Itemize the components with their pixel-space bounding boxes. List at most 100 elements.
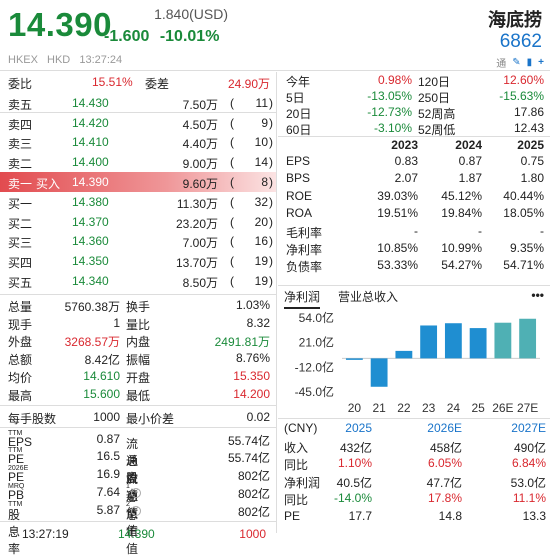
performance-label: 120日 (418, 75, 451, 89)
order-book-row[interactable]: 买三 14.360 7.00万 (16) (0, 231, 276, 251)
performance-label: 52周高 (418, 107, 456, 121)
performance-row: 今年 0.98% 120日 12.60% (278, 72, 550, 89)
bar[interactable] (444, 323, 462, 359)
valuation-value: 802亿 (237, 469, 270, 484)
financial-value: 53.33% (377, 258, 418, 273)
level-price: 14.410 (72, 135, 109, 150)
level-price: 14.370 (72, 214, 109, 229)
order-book-row[interactable]: 卖三 14.410 4.40万 (10) (0, 132, 276, 152)
note-icon[interactable]: ▮ (526, 57, 533, 68)
diff-value: 24.90万 (227, 77, 270, 91)
x-tick-label: 23 (422, 401, 436, 415)
tab-net-profit[interactable]: 净利润 (284, 288, 321, 309)
valuation-value: 802亿 (237, 504, 270, 519)
chart-tabs: 净利润 营业总收入 ••• (278, 286, 550, 309)
ratio-value: 15.51% (92, 75, 133, 89)
level-volume: 11.30万 (176, 196, 218, 211)
bar[interactable] (345, 358, 363, 360)
lot-value: 1000 (93, 409, 120, 424)
level-count: 19 (254, 273, 268, 288)
paren-open: ( (230, 174, 234, 189)
order-book-row[interactable]: 卖一 买入 14.390 9.60万 (8) (0, 171, 276, 192)
level-label: 买五 (8, 275, 33, 290)
bar[interactable] (395, 350, 413, 359)
valuation-value: 55.74亿 (227, 433, 270, 448)
stat-label: 振幅 (126, 353, 151, 368)
stat-value: 8.76% (235, 351, 270, 366)
order-book-row[interactable]: 卖二 14.400 9.00万 (14) (0, 152, 276, 172)
order-book-row[interactable]: 买二 14.370 23.20万 (20) (0, 212, 276, 232)
market-meta: HKEX HKD 13:27:24 (8, 54, 122, 66)
yuan-icon[interactable]: ¥ (130, 487, 141, 498)
tab-revenue[interactable]: 营业总收入 (338, 290, 399, 304)
financial-value: 10.85% (377, 240, 418, 255)
stat-label: 最低 (126, 388, 151, 403)
valuation-row: EPS TTM 0.87 流通盘 55.74亿 (0, 430, 276, 485)
stock-name: 海底捞 (488, 10, 542, 30)
bar[interactable] (420, 325, 438, 359)
financial-label: 净利率 (286, 242, 323, 257)
level-price: 14.360 (72, 234, 109, 249)
connect-label[interactable]: 通 (496, 59, 507, 70)
financial-row: ROA 19.51% 19.84% 18.05% (278, 205, 550, 222)
stat-value: 3268.57万 (64, 335, 120, 350)
paren-close: ) (269, 115, 273, 130)
net-profit-chart: 54.0亿 21.0亿 -12.0亿 -45.0亿 20 21 22 23 24 25 26E 27E (295, 310, 540, 415)
stat-row: 现手 1 量比 8.32 (0, 314, 276, 332)
performance-row: 60日 -3.10% 52周低 12.43 (278, 120, 550, 137)
forecast-value: 1.10% (337, 456, 372, 471)
forecast-label: 收入 (284, 440, 309, 455)
currency-label: HKD (47, 54, 71, 66)
forecast-label: 同比 (284, 493, 309, 508)
forecast-value: -14.0% (333, 491, 372, 506)
valuation-row: PB MRQ 7.64 总市值 1 ¥ 802亿 (0, 483, 276, 538)
forecast-value: 432亿 (339, 440, 372, 455)
bar[interactable] (370, 358, 388, 387)
add-icon[interactable]: + (538, 57, 544, 68)
bar[interactable] (519, 318, 537, 359)
valuation-row: PE TTM 16.5 总股本 55.74亿 (0, 447, 276, 502)
financial-label: ROA (286, 206, 313, 221)
level-price: 14.380 (72, 194, 109, 209)
stat-row: 总量 5760.38万 换手 1.03% (0, 296, 276, 314)
paren-open: ( (230, 214, 234, 229)
forecast-row: 同比 -14.0% 17.8% 11.1% (278, 490, 550, 508)
stock-code[interactable]: 6862 (499, 31, 542, 52)
stat-value: 1 (113, 315, 120, 330)
forecast-value: 17.7 (348, 508, 372, 523)
yuan-icon[interactable]: ¥ (130, 505, 141, 516)
stat-label: 均价 (8, 370, 33, 385)
valuation-label-text: EPS (8, 434, 33, 449)
fundamentals-panel: 今年 0.98% 120日 12.60% 5日 -13.05% 250日 -15.63% 20日… (278, 72, 550, 275)
performance-value: -3.10% (373, 121, 412, 135)
more-icon[interactable]: ••• (531, 288, 544, 302)
order-book-row[interactable]: 买四 14.350 13.70万 (19) (0, 251, 276, 271)
divider (0, 293, 276, 295)
financial-value: 9.35% (509, 240, 544, 255)
valuation-value: 0.87 (96, 431, 120, 446)
forecast-label: PE (284, 508, 301, 523)
stat-value: 1.03% (235, 297, 270, 312)
bar[interactable] (469, 328, 487, 359)
bar[interactable] (494, 322, 512, 359)
order-book-row[interactable]: 卖五 14.430 7.50万 (11) (0, 93, 276, 113)
level-price: 14.400 (72, 155, 109, 170)
order-book-row[interactable]: 买一 14.380 11.30万 (32) (0, 192, 276, 212)
edit-icon[interactable]: ✎ (512, 57, 521, 68)
valuation-suffix: 2026E (8, 465, 29, 473)
forecast-row: PE 17.7 14.8 13.3 (278, 508, 550, 526)
order-book-row[interactable]: 卖四 14.420 4.50万 (9) (0, 113, 276, 133)
order-book-row[interactable]: 买五 14.340 8.50万 (19) (0, 271, 276, 291)
level-count: 11 (255, 95, 268, 110)
level-volume: 13.70万 (175, 256, 218, 271)
financial-value: - (540, 223, 544, 238)
level-count: 16 (254, 234, 268, 249)
performance-label: 52周低 (418, 123, 456, 137)
forecast-value: 14.8 (438, 508, 462, 523)
y-tick-label: 21.0亿 (299, 335, 334, 350)
valuation-label: 股息率 TTM (8, 501, 22, 556)
level-count: 32 (254, 194, 268, 209)
level-label: 买一 (8, 196, 33, 211)
valuation-label: 总市值 1 ¥ (126, 483, 141, 538)
stat-label: 换手 (126, 299, 151, 314)
